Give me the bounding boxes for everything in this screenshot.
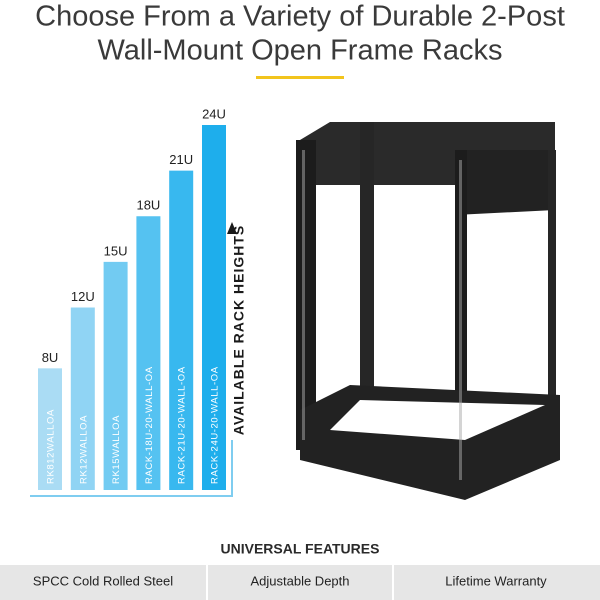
axis-arrow — [227, 222, 237, 234]
bar — [38, 368, 62, 490]
title-underline — [256, 76, 344, 79]
divider — [206, 565, 208, 600]
feature: SPCC Cold Rolled Steel — [33, 573, 173, 588]
axis-line — [30, 440, 233, 497]
value-label: 21U — [169, 152, 193, 167]
category-label: RK812WALLOA — [46, 409, 57, 484]
rack-image — [296, 122, 560, 500]
value-label: 15U — [104, 243, 128, 258]
title-line: Choose From a Variety of Durable 2-Post — [35, 1, 565, 33]
bar — [202, 125, 226, 490]
title-line: Wall-Mount Open Frame Racks — [97, 35, 502, 67]
category-label: RK12WALLOA — [78, 415, 89, 484]
category-label: RACK-21U-20-WALL-OA — [177, 366, 188, 484]
category-label: RACK-24U-20-WALL-OA — [210, 366, 221, 484]
bar — [136, 216, 161, 490]
bar — [169, 170, 194, 490]
divider — [392, 565, 394, 600]
value-label: 18U — [136, 198, 160, 213]
feature: Lifetime Warranty — [445, 573, 547, 588]
bar — [103, 261, 128, 490]
category-label: RACK-18U-20-WALL-OA — [144, 366, 155, 484]
axis-label: AVAILABLE RACK HEIGHTS — [231, 225, 247, 435]
features-bar — [0, 565, 600, 600]
bar — [70, 307, 95, 490]
features-title: UNIVERSAL FEATURES — [221, 541, 380, 557]
bar-chart: AVAILABLE RACK HEIGHTS 8U RK812WALLOA 12U R… — [30, 106, 247, 497]
value-label: 8U — [42, 350, 59, 365]
value-label: 12U — [71, 289, 95, 304]
feature: Adjustable Depth — [250, 573, 349, 588]
category-label: RK15WALLOA — [111, 415, 122, 484]
value-label: 24U — [202, 106, 226, 121]
